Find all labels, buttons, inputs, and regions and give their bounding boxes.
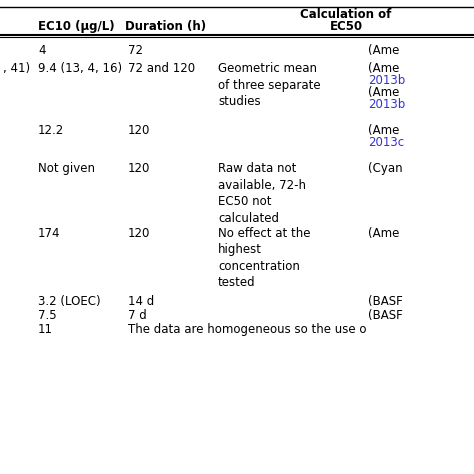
- Text: 120: 120: [128, 124, 150, 137]
- Text: (BASF: (BASF: [368, 295, 403, 308]
- Text: , 41): , 41): [3, 62, 30, 75]
- Text: Raw data not
available, 72-h
EC50 not
calculated: Raw data not available, 72-h EC50 not ca…: [218, 162, 306, 225]
- Text: Not given: Not given: [38, 162, 95, 175]
- Text: The data are homogeneous so the use o: The data are homogeneous so the use o: [128, 323, 366, 336]
- Text: 7.5: 7.5: [38, 309, 56, 322]
- Text: 2013b: 2013b: [368, 98, 405, 111]
- Text: 3.2 (LOEC): 3.2 (LOEC): [38, 295, 100, 308]
- Text: (Ame: (Ame: [368, 44, 400, 57]
- Text: (Ame: (Ame: [368, 86, 400, 99]
- Text: (Ame: (Ame: [368, 227, 400, 240]
- Text: Geometric mean
of three separate
studies: Geometric mean of three separate studies: [218, 62, 320, 108]
- Text: Calculation of: Calculation of: [301, 8, 392, 21]
- Text: 174: 174: [38, 227, 61, 240]
- Text: 120: 120: [128, 227, 150, 240]
- Text: No effect at the
highest
concentration
tested: No effect at the highest concentration t…: [218, 227, 310, 290]
- Text: 9.4 (13, 4, 16): 9.4 (13, 4, 16): [38, 62, 122, 75]
- Text: EC50: EC50: [329, 20, 363, 33]
- Text: 120: 120: [128, 162, 150, 175]
- Text: 12.2: 12.2: [38, 124, 64, 137]
- Text: (BASF: (BASF: [368, 309, 403, 322]
- Text: 4: 4: [38, 44, 46, 57]
- Text: 14 d: 14 d: [128, 295, 154, 308]
- Text: EC10 (μg/L): EC10 (μg/L): [38, 20, 114, 33]
- Text: 72: 72: [128, 44, 143, 57]
- Text: (Ame: (Ame: [368, 124, 400, 137]
- Text: 2013c: 2013c: [368, 136, 404, 149]
- Text: 7 d: 7 d: [128, 309, 147, 322]
- Text: 72 and 120: 72 and 120: [128, 62, 195, 75]
- Text: (Cyan: (Cyan: [368, 162, 402, 175]
- Text: (Ame: (Ame: [368, 62, 400, 75]
- Text: Duration (h): Duration (h): [126, 20, 207, 33]
- Text: 11: 11: [38, 323, 53, 336]
- Text: 2013b: 2013b: [368, 74, 405, 87]
